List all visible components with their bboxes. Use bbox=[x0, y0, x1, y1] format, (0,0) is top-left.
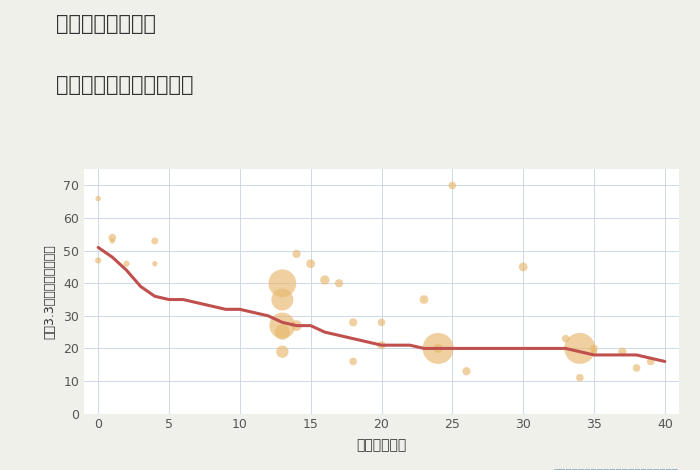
Point bbox=[348, 358, 359, 365]
Point bbox=[121, 260, 132, 267]
Point bbox=[92, 257, 104, 264]
Point bbox=[419, 296, 430, 303]
Point bbox=[574, 345, 585, 352]
Point bbox=[560, 335, 571, 343]
Point bbox=[106, 237, 118, 245]
Point bbox=[276, 322, 288, 329]
Point bbox=[645, 358, 657, 365]
Point bbox=[517, 263, 528, 271]
Point bbox=[149, 237, 160, 245]
Point bbox=[106, 234, 118, 242]
X-axis label: 築年数（年）: 築年数（年） bbox=[356, 439, 407, 453]
Point bbox=[276, 329, 288, 336]
Point bbox=[461, 368, 472, 375]
Point bbox=[433, 345, 444, 352]
Text: 円の大きさは、取引のあった物件面積を示す: 円の大きさは、取引のあった物件面積を示す bbox=[554, 467, 679, 470]
Text: 築年数別中古戸建て価格: 築年数別中古戸建て価格 bbox=[56, 75, 193, 95]
Point bbox=[376, 341, 387, 349]
Y-axis label: 坪（3.3㎡）単価（万円）: 坪（3.3㎡）単価（万円） bbox=[43, 244, 56, 339]
Point bbox=[589, 345, 600, 352]
Text: 岐阜県関市板取の: 岐阜県関市板取の bbox=[56, 14, 156, 34]
Point bbox=[433, 345, 444, 352]
Point bbox=[305, 260, 316, 267]
Point bbox=[617, 348, 628, 355]
Point bbox=[348, 319, 359, 326]
Point bbox=[574, 374, 585, 382]
Point bbox=[276, 348, 288, 355]
Point bbox=[333, 280, 344, 287]
Point bbox=[291, 250, 302, 258]
Point bbox=[631, 364, 642, 372]
Point bbox=[92, 195, 104, 202]
Point bbox=[276, 280, 288, 287]
Point bbox=[149, 260, 160, 267]
Point bbox=[447, 182, 458, 189]
Point bbox=[376, 319, 387, 326]
Point bbox=[589, 348, 600, 355]
Point bbox=[291, 322, 302, 329]
Point bbox=[276, 296, 288, 303]
Point bbox=[319, 276, 330, 284]
